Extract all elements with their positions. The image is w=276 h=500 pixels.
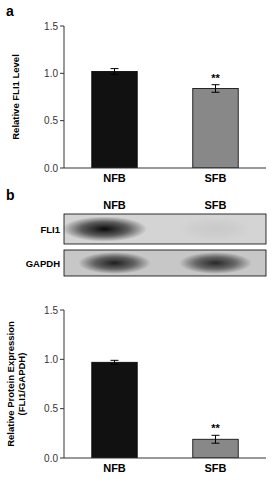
x-axis-line bbox=[64, 458, 266, 459]
blot-row-label: GAPDH bbox=[26, 258, 60, 269]
y-tick-label: 0.0 bbox=[44, 163, 58, 174]
error-cap bbox=[212, 84, 220, 85]
error-cap bbox=[212, 92, 220, 93]
blot-band bbox=[179, 252, 252, 274]
y-axis-line bbox=[64, 310, 65, 458]
y-tick-label: 0.0 bbox=[44, 453, 58, 464]
error-stem bbox=[114, 69, 115, 75]
bar bbox=[92, 362, 137, 458]
y-tick-label: 1.5 bbox=[44, 305, 58, 316]
error-cap bbox=[111, 68, 119, 69]
y-axis-label-line: Relative FLI1 Level bbox=[10, 54, 21, 140]
y-tick-label: 1.0 bbox=[44, 354, 58, 365]
blot-header: NFB bbox=[103, 199, 126, 211]
bars bbox=[92, 69, 238, 168]
chart: b 0.0 0.5 1.0 1.5 Relative Protein Expression… bbox=[5, 187, 266, 474]
figure: a 0.0 0.5 1.0 1.5 Relative FLI1 Level NFB SFB **… bbox=[0, 0, 276, 500]
error-cap bbox=[111, 364, 119, 365]
page: {"chart_data": [ {"type": "bar", "title"… bbox=[0, 0, 276, 500]
error-bar bbox=[212, 435, 220, 443]
y-axis-label-line: Relative Protein Expression bbox=[5, 321, 16, 447]
x-tick-label: NFB bbox=[103, 172, 126, 184]
x-axis-line bbox=[64, 168, 266, 169]
error-cap bbox=[212, 443, 220, 444]
y-tick bbox=[60, 120, 64, 121]
blot-strip bbox=[64, 250, 266, 276]
blot-row-label: FLI1 bbox=[40, 224, 60, 235]
significance-label: ** bbox=[211, 72, 220, 84]
y-tick-label: 1.5 bbox=[44, 21, 58, 32]
error-cap bbox=[111, 360, 119, 361]
blot-band bbox=[78, 252, 151, 274]
error-cap bbox=[212, 435, 220, 436]
blot-band bbox=[62, 216, 147, 241]
bars bbox=[92, 360, 238, 458]
panel-label: a bbox=[6, 3, 14, 19]
y-tick bbox=[60, 26, 64, 27]
y-axis-label: Relative Protein Expression(FLI1/GAPDH) bbox=[5, 321, 27, 447]
significance-label: ** bbox=[211, 422, 220, 434]
y-tick-label: 1.0 bbox=[44, 68, 58, 79]
error-bar bbox=[111, 69, 119, 75]
y-axis-line bbox=[64, 26, 65, 168]
error-cap bbox=[111, 74, 119, 75]
x-tick-label: SFB bbox=[205, 462, 227, 474]
bar bbox=[92, 71, 137, 168]
x-tick-label: NFB bbox=[103, 462, 126, 474]
error-bar bbox=[212, 85, 220, 93]
y-axis-label-line: (FLI1/GAPDH) bbox=[16, 353, 27, 416]
y-tick bbox=[60, 359, 64, 360]
y-axis-label: Relative FLI1 Level bbox=[10, 54, 21, 140]
y-tick bbox=[60, 73, 64, 74]
panel-label: b bbox=[6, 187, 15, 203]
y-tick-label: 0.5 bbox=[44, 115, 58, 126]
error-stem bbox=[215, 85, 216, 93]
x-tick-label: SFB bbox=[205, 172, 227, 184]
western-blot: NFB SFB FLI1 GAPDH bbox=[26, 199, 266, 276]
y-tick bbox=[60, 310, 64, 311]
error-stem bbox=[114, 360, 115, 364]
chart: a 0.0 0.5 1.0 1.5 Relative FLI1 Level NFB SFB ** bbox=[6, 3, 266, 184]
y-tick bbox=[60, 458, 64, 459]
y-tick-label: 0.5 bbox=[44, 403, 58, 414]
bar bbox=[193, 88, 238, 168]
error-stem bbox=[215, 435, 216, 443]
error-bar bbox=[111, 360, 119, 364]
y-tick bbox=[60, 168, 64, 169]
blot-band bbox=[179, 216, 252, 241]
y-tick bbox=[60, 408, 64, 409]
blot-header: SFB bbox=[205, 199, 227, 211]
